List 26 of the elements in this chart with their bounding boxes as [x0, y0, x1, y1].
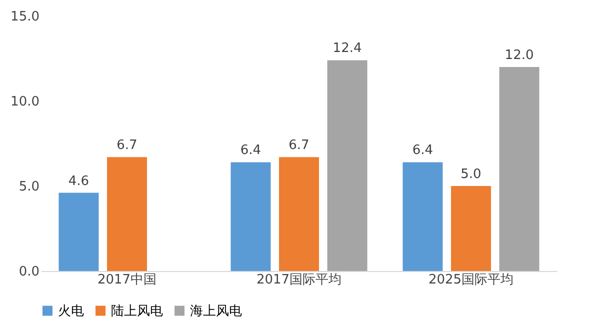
bar: [279, 157, 319, 271]
y-tick-label: 0.0: [18, 264, 40, 280]
data-label: 12.4: [332, 41, 362, 56]
data-label: 12.0: [504, 48, 534, 63]
x-tick-label: 2017中国: [97, 272, 157, 288]
bar: [451, 186, 491, 271]
bar: [499, 67, 540, 271]
legend-label: 火电: [58, 304, 84, 319]
y-tick-label: 10.0: [10, 94, 40, 110]
bar: [107, 157, 147, 271]
legend-label: 海上风电: [190, 304, 242, 319]
x-tick-label: 2017国际平均: [256, 272, 342, 288]
bar: [230, 162, 271, 271]
data-label: 6.4: [240, 143, 262, 158]
data-label: 6.7: [288, 138, 310, 154]
data-label: 5.0: [460, 167, 482, 182]
data-label: 4.6: [68, 174, 90, 189]
bar: [327, 60, 368, 271]
y-tick-label: 15.0: [10, 10, 40, 24]
bar: [58, 192, 99, 271]
legend-label: 陆上风电: [111, 304, 163, 319]
bar: [402, 162, 443, 271]
y-tick-label: 5.0: [18, 180, 40, 194]
x-tick-label: 2025国际平均: [428, 272, 514, 288]
data-label: 6.4: [412, 143, 434, 158]
data-label: 6.7: [116, 138, 138, 154]
